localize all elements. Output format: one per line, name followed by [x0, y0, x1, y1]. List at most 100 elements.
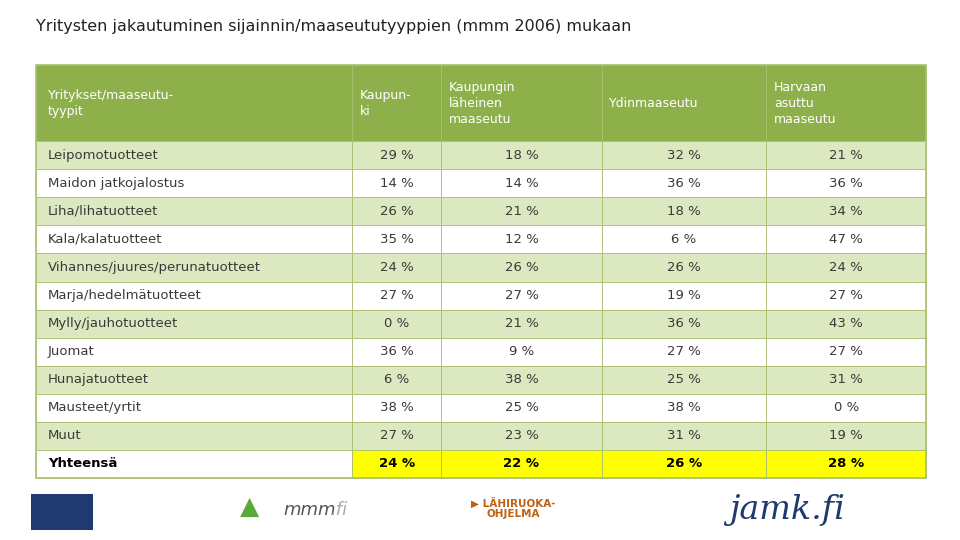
Bar: [602, 366, 766, 394]
Text: Harvaan
asuttu
maaseutu: Harvaan asuttu maaseutu: [774, 80, 836, 125]
Text: 25 %: 25 %: [667, 373, 701, 386]
Bar: [766, 309, 926, 338]
Bar: [602, 141, 766, 169]
Text: OHJELMA: OHJELMA: [487, 509, 540, 519]
Text: 6 %: 6 %: [671, 233, 697, 246]
Text: 29 %: 29 %: [380, 148, 414, 162]
Bar: [352, 366, 442, 394]
Bar: [766, 225, 926, 253]
Bar: [36, 366, 352, 394]
Bar: [36, 253, 352, 281]
Bar: [442, 394, 602, 422]
Text: 34 %: 34 %: [829, 205, 863, 218]
Bar: [602, 281, 766, 309]
Text: mmm: mmm: [283, 501, 336, 519]
Text: 21 %: 21 %: [505, 317, 539, 330]
Bar: [602, 65, 766, 141]
Bar: [602, 422, 766, 450]
Bar: [36, 450, 352, 478]
Bar: [352, 197, 442, 225]
Text: 36 %: 36 %: [667, 317, 701, 330]
Bar: [36, 281, 352, 309]
Bar: [766, 225, 926, 253]
Text: 21 %: 21 %: [505, 205, 539, 218]
Bar: [766, 394, 926, 422]
Text: 19 %: 19 %: [667, 289, 701, 302]
Text: 38 %: 38 %: [505, 373, 539, 386]
Bar: [352, 394, 442, 422]
Bar: [352, 141, 442, 169]
Bar: [602, 309, 766, 338]
Bar: [352, 450, 442, 478]
Bar: [36, 169, 352, 197]
Bar: [352, 141, 442, 169]
Bar: [442, 65, 602, 141]
Bar: [602, 141, 766, 169]
Text: 27 %: 27 %: [380, 429, 414, 442]
Bar: [36, 422, 352, 450]
Bar: [442, 366, 602, 394]
Bar: [766, 141, 926, 169]
Bar: [442, 309, 602, 338]
Bar: [766, 394, 926, 422]
Bar: [442, 253, 602, 281]
Bar: [602, 225, 766, 253]
Bar: [442, 225, 602, 253]
Text: 12 %: 12 %: [505, 233, 539, 246]
Text: 25 %: 25 %: [505, 401, 539, 414]
Bar: [352, 394, 442, 422]
Text: 35 %: 35 %: [380, 233, 414, 246]
Bar: [766, 309, 926, 338]
Text: Maidon jatkojalostus: Maidon jatkojalostus: [48, 177, 184, 190]
Text: Yhteensä: Yhteensä: [48, 457, 117, 470]
Text: ▲: ▲: [240, 495, 259, 518]
Bar: [766, 253, 926, 281]
Bar: [36, 197, 352, 225]
Text: 32 %: 32 %: [667, 148, 701, 162]
Bar: [602, 197, 766, 225]
Bar: [766, 253, 926, 281]
Bar: [766, 450, 926, 478]
Text: 9 %: 9 %: [509, 345, 534, 358]
Text: 6 %: 6 %: [384, 373, 410, 386]
Bar: [442, 65, 602, 141]
Text: 24 %: 24 %: [829, 261, 863, 274]
Text: 31 %: 31 %: [829, 373, 863, 386]
Bar: [442, 169, 602, 197]
Bar: [766, 450, 926, 478]
Bar: [602, 253, 766, 281]
Bar: [766, 65, 926, 141]
Bar: [36, 281, 352, 309]
Bar: [442, 141, 602, 169]
Bar: [36, 141, 352, 169]
Bar: [442, 253, 602, 281]
Bar: [352, 422, 442, 450]
Text: 19 %: 19 %: [829, 429, 863, 442]
Bar: [36, 197, 352, 225]
Bar: [602, 366, 766, 394]
Bar: [352, 169, 442, 197]
Bar: [352, 197, 442, 225]
Bar: [352, 338, 442, 366]
Bar: [352, 225, 442, 253]
Text: 36 %: 36 %: [829, 177, 863, 190]
Bar: [442, 281, 602, 309]
Bar: [766, 366, 926, 394]
Text: 18 %: 18 %: [505, 148, 539, 162]
Bar: [352, 309, 442, 338]
Bar: [352, 169, 442, 197]
Bar: [352, 309, 442, 338]
Bar: [36, 225, 352, 253]
Bar: [602, 225, 766, 253]
Bar: [36, 422, 352, 450]
Text: 0 %: 0 %: [384, 317, 410, 330]
Bar: [36, 338, 352, 366]
Bar: [442, 450, 602, 478]
Bar: [442, 281, 602, 309]
Bar: [442, 141, 602, 169]
Text: Mylly/jauhotuotteet: Mylly/jauhotuotteet: [48, 317, 179, 330]
Text: 24 %: 24 %: [379, 457, 415, 470]
Text: Ydinmaaseutu: Ydinmaaseutu: [610, 97, 699, 110]
Bar: [442, 197, 602, 225]
Text: 47 %: 47 %: [829, 233, 863, 246]
